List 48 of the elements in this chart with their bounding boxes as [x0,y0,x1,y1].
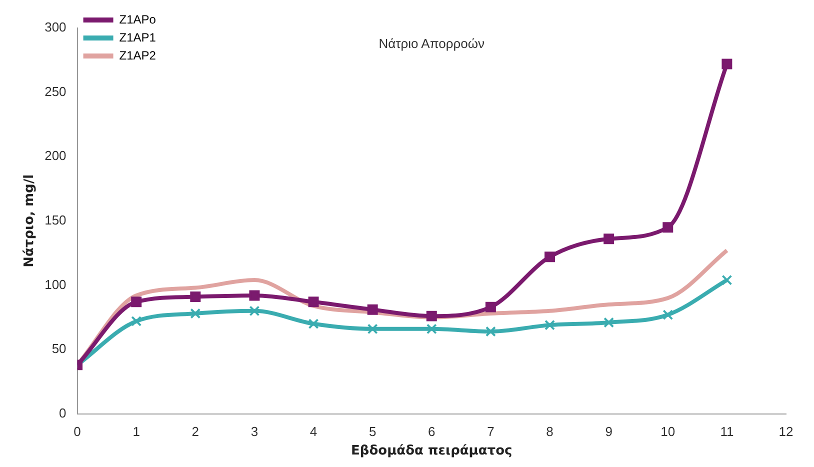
y-tick-label: 50 [52,341,66,356]
y-tick-label: 0 [59,405,66,420]
point [544,320,556,330]
point [722,58,732,70]
point [249,306,260,316]
x-tick-label: 11 [720,424,734,440]
x-tick-label: 6 [428,424,436,440]
point [722,274,732,286]
point [662,222,674,233]
point [485,302,496,312]
x-tick-label: 12 [778,424,794,440]
point [367,304,378,315]
x-tick-label: 0 [74,424,81,440]
x-tick-label: 7 [487,424,494,440]
point [662,310,674,320]
text: Νάτριο Απορροών [378,36,485,52]
point [308,318,319,330]
y-tick-label: 200 [44,148,66,164]
point [544,252,556,262]
point [249,290,260,301]
point [131,296,142,308]
legend-label: Z1AP1 [119,30,156,44]
point [426,310,437,322]
x-tick-label: 10 [660,424,676,440]
x-tick-label: 4 [310,424,318,440]
legend-label: Z1APo [119,12,156,26]
point [367,324,378,334]
point [131,316,142,326]
point [426,324,437,334]
point [190,292,201,302]
x-axis-title: Εβδομάδα πειράματος [351,444,512,459]
x-tick-label: 2 [192,424,200,440]
y-tick-label: 250 [44,84,66,99]
legend-label: Z1AP2 [119,48,156,62]
x-tick-label: 8 [546,424,554,440]
point [485,326,496,337]
x-tick-label: 5 [368,424,376,440]
point [190,308,201,319]
y-tick-label: 300 [44,20,66,35]
y-tick-label: 150 [44,212,66,228]
point [308,296,319,308]
y-axis-title: Νάτριο, mg/l [22,174,38,268]
x-tick-label: 9 [605,424,612,440]
x-tick-label: 3 [250,424,258,440]
point [604,317,614,328]
point [604,234,614,244]
y-tick-label: 100 [44,276,66,292]
x-tick-label: 1 [132,424,140,440]
